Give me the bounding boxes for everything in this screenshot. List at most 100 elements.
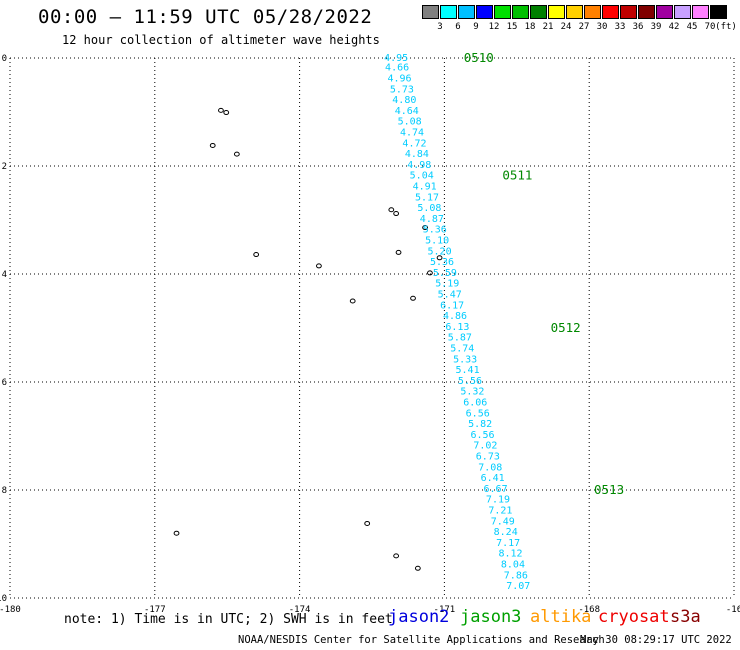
colorbar-label: 30 <box>596 22 608 32</box>
colorbar-swatch <box>566 5 583 19</box>
swh-label: 4.84 <box>405 149 429 160</box>
swh-label: 7.86 <box>504 570 528 581</box>
colorbar-swatch <box>656 5 673 19</box>
island-outline <box>223 110 230 116</box>
island-outline <box>395 249 402 255</box>
swh-label: 7.19 <box>486 495 510 506</box>
swh-label: 7.49 <box>491 516 515 527</box>
swh-label: 4.80 <box>392 95 416 106</box>
colorbar-swatch <box>530 5 547 19</box>
swh-label: 5.82 <box>468 419 492 430</box>
colorbar-swatch <box>692 5 709 19</box>
swh-label: 5.19 <box>435 279 459 290</box>
swh-label: 4.91 <box>413 182 437 193</box>
swh-label: 6.13 <box>445 322 469 333</box>
colorbar-swatch <box>458 5 475 19</box>
swh-label: 5.10 <box>425 236 449 247</box>
island-outline <box>388 207 395 213</box>
swh-label: 5.20 <box>428 246 452 257</box>
colorbar-label: 36 <box>632 22 644 32</box>
island-outline <box>427 270 433 276</box>
time-label: 0513 <box>594 482 624 497</box>
y-tick-label: 0 <box>2 54 7 64</box>
colorbar-label: 9 <box>473 22 479 32</box>
satellite-cryosat: cryosat <box>598 607 670 627</box>
chart-subtitle: 12 hour collection of altimeter wave hei… <box>62 33 380 47</box>
y-tick-label: -4 <box>0 270 7 280</box>
swh-label: 6.73 <box>476 452 500 463</box>
colorbar-label: 18 <box>524 22 536 32</box>
island-outline <box>436 255 443 261</box>
x-tick-label: -174 <box>289 605 311 615</box>
swh-label: 5.74 <box>450 344 474 355</box>
swh-label: 6.17 <box>440 300 464 311</box>
y-tick-label: -10 <box>0 594 7 604</box>
swh-label: 5.36 <box>430 257 454 268</box>
footer-note: note: 1) Time is in UTC; 2) SWH is in fe… <box>64 612 393 627</box>
colorbar-swatch <box>584 5 601 19</box>
swh-label: 6.67 <box>484 484 508 495</box>
colorbar-swatch <box>422 5 439 19</box>
swh-label: 5.59 <box>433 268 457 279</box>
colorbar-label: 12 <box>488 22 500 32</box>
swh-label: 4.96 <box>387 74 411 85</box>
colorbar-label: 45 <box>686 22 698 32</box>
satellite-jason2: jason2 <box>388 607 450 627</box>
swh-label: 5.87 <box>448 333 472 344</box>
colorbar-label: 42 <box>668 22 680 32</box>
swh-label: 4.95 <box>384 53 408 64</box>
swh-label: 4.72 <box>402 138 426 149</box>
swh-label: 4.64 <box>395 106 419 117</box>
island-outline <box>422 225 428 231</box>
colorbar-label: 27 <box>578 22 590 32</box>
swh-label: 7.08 <box>478 462 502 473</box>
colorbar-label: 15 <box>506 22 518 32</box>
colorbar-swatch <box>494 5 511 19</box>
y-tick-label: -8 <box>0 486 7 496</box>
swh-label: 8.04 <box>501 560 525 571</box>
swh-label: 5.36 <box>423 225 447 236</box>
colorbar-label: 24 <box>560 22 572 32</box>
swh-label: 5.47 <box>438 290 462 301</box>
colorbar-swatch <box>602 5 619 19</box>
swh-label: 5.33 <box>453 354 477 365</box>
y-tick-label: -6 <box>0 378 7 388</box>
island-outline <box>364 520 371 526</box>
swh-label: 4.87 <box>420 214 444 225</box>
colorbar-swatch <box>710 5 727 19</box>
swh-label: 7.02 <box>473 441 497 452</box>
credit-text: NOAA/NESDIS Center for Satellite Applica… <box>238 634 605 646</box>
time-label: 0511 <box>502 168 532 183</box>
x-tick-label: -168 <box>578 605 600 615</box>
satellite-s3a: s3a <box>670 607 701 627</box>
colorbar-label: 70 <box>704 22 716 32</box>
island-outline <box>410 295 416 301</box>
chart-title: 00:00 — 11:59 UTC 05/28/2022 <box>38 6 373 28</box>
swh-label: 5.32 <box>460 387 484 398</box>
x-tick-label: -180 <box>0 605 21 615</box>
swh-label: 5.08 <box>417 203 441 214</box>
swh-label: 7.21 <box>488 506 512 517</box>
island-outline <box>233 151 240 157</box>
time-label: 0512 <box>551 320 581 335</box>
island-outline <box>209 142 216 148</box>
colorbar-label: 6 <box>455 22 461 32</box>
y-tick-label: -2 <box>0 162 7 172</box>
island-outline <box>349 298 356 304</box>
colorbar-swatch <box>440 5 457 19</box>
island-outline <box>253 252 260 258</box>
swh-label: 8.24 <box>494 527 518 538</box>
island-outline <box>218 107 224 113</box>
satellite-jason3: jason3 <box>460 607 522 627</box>
x-tick-label: -16 <box>726 605 740 615</box>
swh-label: 4.86 <box>443 311 467 322</box>
swh-label: 5.17 <box>415 192 439 203</box>
x-tick-label: -177 <box>144 605 166 615</box>
swh-label: 7.07 <box>506 581 530 592</box>
colorbar-swatch <box>548 5 565 19</box>
swh-label: 5.73 <box>390 84 414 95</box>
swh-label: 6.56 <box>466 408 490 419</box>
island-outline <box>414 565 421 571</box>
satellite-altika: altika <box>530 607 592 627</box>
